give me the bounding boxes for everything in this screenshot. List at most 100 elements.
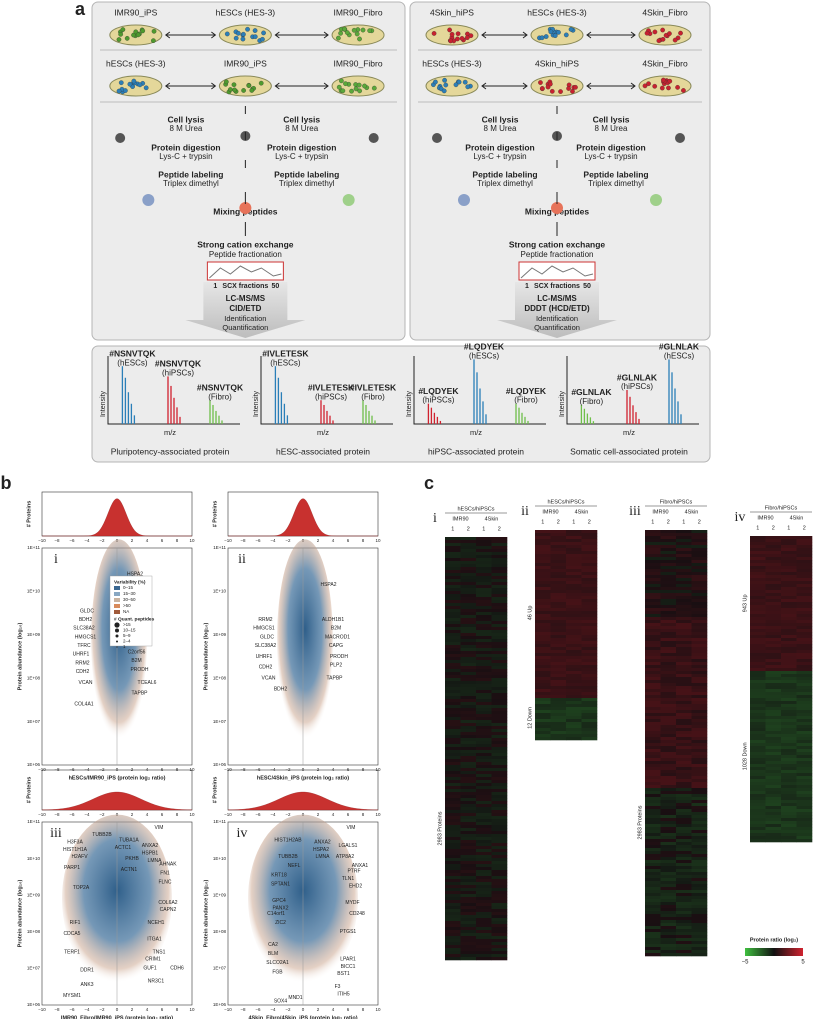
heat-cell [691,536,708,540]
heat-cell [476,804,492,808]
heat-cell [491,612,508,616]
heat-cell [796,812,813,816]
y-tick-label: 1E+11 [213,545,226,550]
label: 2 [772,525,775,531]
heat-cell [581,602,598,606]
culture-dish [530,75,584,97]
heat-cell [796,836,813,840]
label: hESCs/hiPSCs [458,506,495,512]
cell [441,88,447,94]
heat-cell [750,809,766,813]
heat-cell [445,777,461,781]
heat-cell [676,692,692,696]
heat-cell [765,794,782,798]
cell [131,32,136,38]
heat-cell [491,663,508,667]
heat-cell [566,689,582,693]
histogram [227,791,379,811]
heat-cell [660,644,677,648]
heat-cell [445,729,461,733]
heat-cell [660,578,677,582]
heat-cell [645,896,661,900]
heat-cell [645,875,661,879]
y-tick-label: 1E+07 [27,719,41,724]
protein-icon [432,133,442,143]
heat-cell [460,753,477,757]
heat-cell [691,881,708,885]
heat-cell [750,686,766,690]
heat-cell [691,719,708,723]
heat-cell [476,948,492,952]
heat-cell [781,821,797,825]
heat-cell [691,791,708,795]
heat-cell [676,797,692,801]
heat-cell [765,749,782,753]
heat-cell [550,593,567,597]
heat-cell [796,785,813,789]
cell [660,27,665,33]
heat-cell [781,605,797,609]
heat-cell [476,594,492,598]
cell [539,86,545,91]
heat-cell [660,881,677,885]
heat-cell [476,582,492,586]
heat-cell [676,809,692,813]
heat-cell [750,770,766,774]
heat-cell [445,735,461,739]
cell [252,28,258,33]
heat-cell [781,809,797,813]
cell [356,82,362,88]
heat-cell [691,662,708,666]
heat-cell [491,678,508,682]
heat-cell [460,627,477,631]
heat-cell [535,587,551,591]
heat-cell [566,605,582,609]
heat-cell [660,923,677,927]
heat-cell [796,638,813,642]
heat-cell [491,777,508,781]
heat-cell [491,630,508,634]
heat-cell [445,798,461,802]
heat-cell [460,642,477,646]
heat-cell [691,734,708,738]
x-tick-label: −2 [285,1007,291,1012]
heat-cell [796,668,813,672]
heat-cell [660,584,677,588]
heat-cell [476,540,492,544]
heat-cell [660,764,677,768]
heat-cell [535,560,551,564]
heat-cell [645,752,661,756]
heat-cell [460,675,477,679]
heat-cell [645,545,661,549]
heat-cell [445,945,461,949]
heat-cell [750,719,766,723]
x-tick-label: −8 [54,812,60,817]
heat-cell [535,641,551,645]
x-tick-label: 10 [375,538,381,543]
heat-cell [645,938,661,942]
heat-cell [460,660,477,664]
heat-cell [691,899,708,903]
heat-cell [660,917,677,921]
heat-cell [676,917,692,921]
heat-cell [581,548,598,552]
heat-cell [566,626,582,630]
heat-cell [645,560,661,564]
heat-cell [765,776,782,780]
cell [456,79,462,85]
heat-cell [765,617,782,621]
heat-cell [781,773,797,777]
heat-cell [491,867,508,871]
heat-cell [460,609,477,613]
heat-cell [566,587,582,591]
heat-cell [476,882,492,886]
heat-cell [796,575,813,579]
heat-cell [691,704,708,708]
heat-cell [460,948,477,952]
heat-cell [460,552,477,556]
heat-cell [566,704,582,708]
gene-label: LGALS1 [339,843,358,849]
label: NA [123,609,129,614]
heat-cell [550,587,567,591]
heat-cell [660,653,677,657]
